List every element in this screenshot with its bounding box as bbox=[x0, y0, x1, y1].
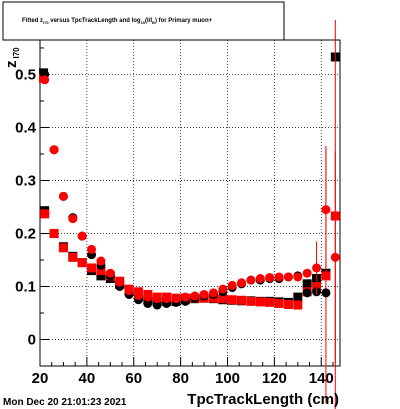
data-point bbox=[171, 294, 181, 304]
data-point bbox=[124, 286, 134, 296]
series-3 bbox=[40, 75, 340, 364]
data-point bbox=[227, 280, 237, 290]
axes: 20 40 60 80 100 120 140 0 0.1 0.2 0.3 0.4 0.5 bbox=[15, 47, 334, 387]
data-point bbox=[143, 292, 153, 302]
y-tick-label: 0.2 bbox=[15, 225, 36, 242]
data-points bbox=[39, 19, 340, 409]
title-box: Fitted zI70 versus TpcTrackLength and lo… bbox=[2, 1, 285, 41]
chart-title: Fitted zI70 versus TpcTrackLength and lo… bbox=[22, 18, 213, 25]
data-point bbox=[96, 271, 106, 281]
data-point bbox=[218, 284, 228, 294]
x-tick-label: 80 bbox=[172, 370, 189, 387]
svg-text:zI70: zI70 bbox=[3, 47, 21, 68]
data-point bbox=[40, 75, 50, 85]
data-point bbox=[283, 300, 293, 310]
data-point bbox=[265, 297, 275, 307]
data-point bbox=[312, 263, 322, 273]
x-tick-label: 120 bbox=[262, 370, 287, 387]
data-point bbox=[302, 268, 312, 278]
data-point bbox=[293, 272, 303, 282]
plot-frame bbox=[39, 39, 341, 367]
data-point bbox=[237, 278, 247, 288]
x-tick-label: 100 bbox=[215, 370, 240, 387]
data-point bbox=[180, 292, 190, 302]
y-tick-label: 0.1 bbox=[15, 278, 36, 295]
data-point bbox=[274, 298, 284, 308]
data-point bbox=[227, 295, 237, 305]
data-point bbox=[96, 266, 106, 276]
data-point bbox=[283, 272, 293, 282]
data-point bbox=[190, 291, 200, 301]
data-point bbox=[274, 272, 284, 282]
data-point bbox=[87, 244, 97, 254]
data-point bbox=[321, 205, 331, 215]
data-point bbox=[49, 228, 59, 238]
data-point bbox=[105, 268, 115, 278]
data-point bbox=[255, 297, 265, 307]
data-point bbox=[218, 294, 228, 304]
data-point bbox=[321, 271, 331, 281]
y-tick-label: 0.3 bbox=[15, 172, 36, 189]
data-point bbox=[58, 243, 68, 253]
data-point bbox=[40, 209, 50, 219]
y-axis-title: zI70 bbox=[3, 47, 21, 68]
data-point bbox=[302, 288, 312, 298]
data-point bbox=[77, 258, 87, 268]
series-0 bbox=[39, 52, 340, 307]
data-point bbox=[96, 256, 106, 266]
data-point bbox=[143, 298, 153, 308]
data-point bbox=[77, 231, 87, 241]
data-point bbox=[49, 145, 59, 155]
x-axis-title: TpcTrackLength (cm) bbox=[187, 391, 339, 408]
data-point bbox=[115, 277, 125, 287]
grid bbox=[40, 40, 340, 366]
series-1 bbox=[39, 19, 340, 409]
data-point bbox=[162, 294, 172, 304]
data-point bbox=[87, 263, 97, 273]
y-tick-label: 0 bbox=[28, 331, 36, 348]
y-tick-label: 0.5 bbox=[15, 66, 36, 83]
data-point bbox=[152, 300, 162, 310]
data-point bbox=[68, 214, 78, 224]
y-tick-label: 0.4 bbox=[15, 119, 37, 136]
data-point bbox=[199, 289, 209, 299]
data-point bbox=[133, 290, 143, 300]
x-tick-label: 40 bbox=[79, 370, 96, 387]
data-point bbox=[68, 252, 78, 262]
data-point bbox=[330, 252, 340, 262]
data-point bbox=[208, 288, 218, 298]
data-point bbox=[265, 272, 275, 282]
x-tick-label: 140 bbox=[309, 370, 334, 387]
x-tick-label: 60 bbox=[125, 370, 142, 387]
data-point bbox=[293, 300, 303, 310]
data-point bbox=[255, 274, 265, 284]
timestamp: Mon Dec 20 21:01:23 2021 bbox=[3, 397, 127, 408]
data-point bbox=[302, 279, 312, 289]
data-point bbox=[246, 275, 256, 285]
data-point bbox=[321, 288, 331, 298]
data-point bbox=[293, 292, 303, 302]
x-tick-label: 20 bbox=[32, 370, 49, 387]
data-point bbox=[152, 294, 162, 304]
data-point bbox=[246, 296, 256, 306]
data-point bbox=[58, 191, 68, 201]
data-point bbox=[237, 295, 247, 305]
